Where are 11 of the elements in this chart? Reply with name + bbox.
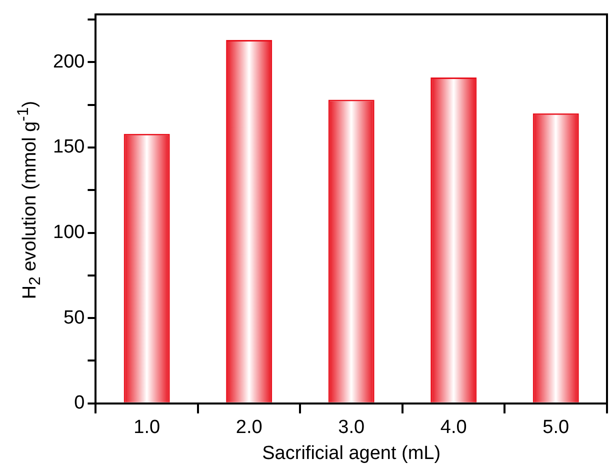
y-tick-label: 150 xyxy=(53,136,85,158)
x-tick-label: 2.0 xyxy=(236,417,262,438)
y-tick-label: 200 xyxy=(53,51,85,72)
y-tick-label: 100 xyxy=(53,222,85,244)
x-tick-label: 5.0 xyxy=(542,417,570,438)
x-axis-title: Sacrificial agent (mL) xyxy=(262,442,441,464)
x-tick-label: 3.0 xyxy=(338,417,365,438)
y-tick-label: 50 xyxy=(64,307,85,328)
x-tick-label: 4.0 xyxy=(440,417,467,438)
y-tick-label: 0 xyxy=(74,392,85,414)
x-tick-label: 1.0 xyxy=(134,417,160,438)
